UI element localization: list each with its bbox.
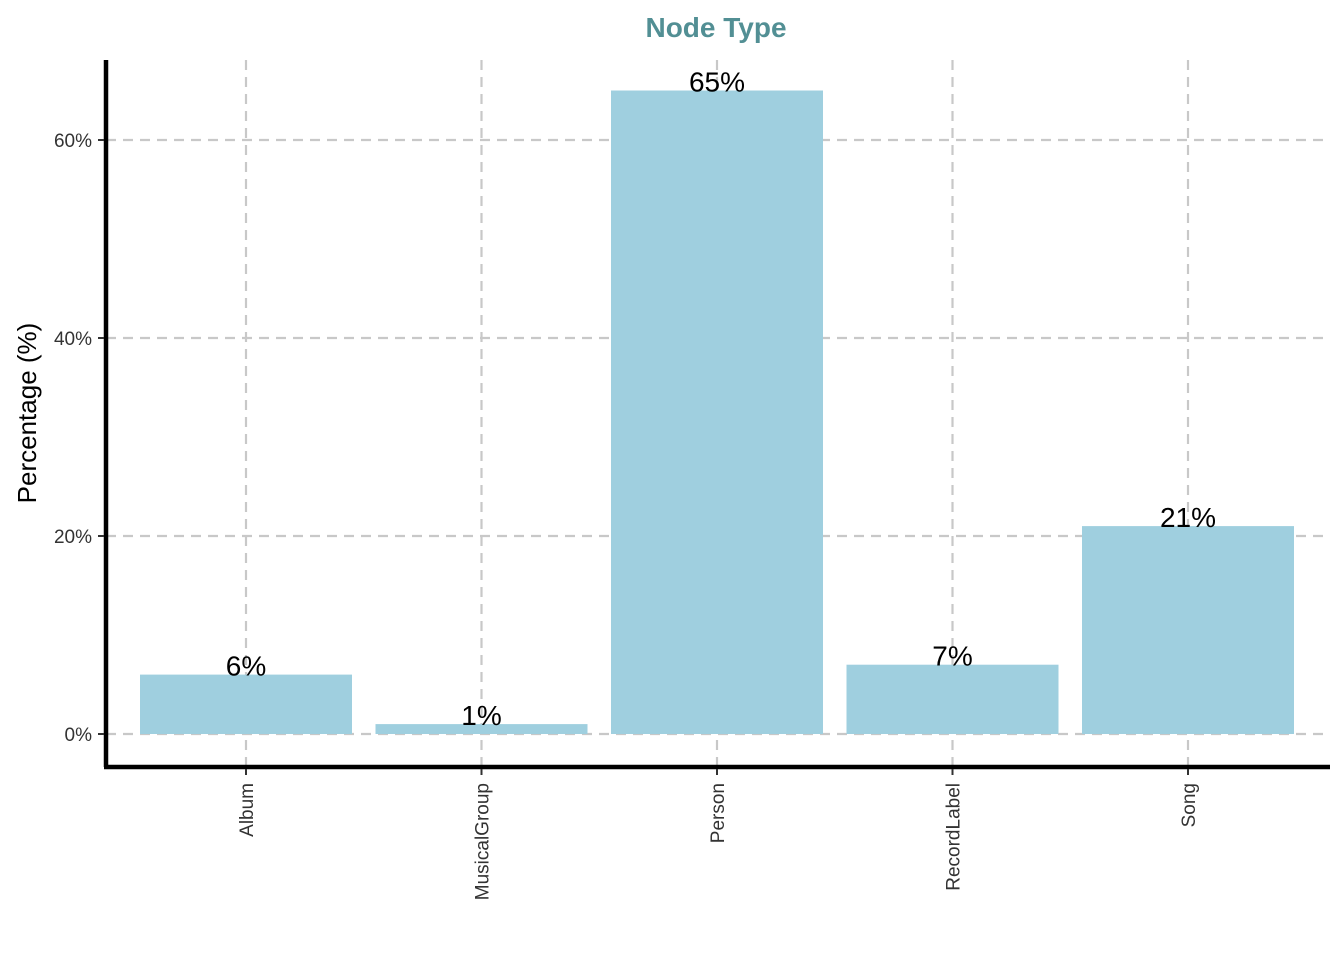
y-tick-label: 40% bbox=[54, 329, 92, 350]
data-label-album: 6% bbox=[226, 651, 266, 682]
bar-person bbox=[611, 90, 823, 734]
bar-album bbox=[140, 674, 352, 734]
bar-musicalgroup bbox=[375, 724, 588, 734]
y-axis-label: Percentage (%) bbox=[12, 323, 42, 504]
x-tick-label-musicalgroup: MusicalGroup bbox=[473, 783, 494, 900]
chart-title: Node Type bbox=[645, 12, 786, 43]
bar-recordlabel bbox=[846, 664, 1059, 734]
x-tick-label-recordlabel: RecordLabel bbox=[944, 783, 965, 891]
y-ticks: 0% 20% 40% 60% bbox=[54, 131, 104, 746]
y-tick-label: 60% bbox=[54, 131, 92, 152]
x-tick-label-song: Song bbox=[1179, 783, 1200, 827]
y-tick-label: 20% bbox=[54, 527, 92, 548]
axes bbox=[103, 60, 1330, 770]
x-tick-label-person: Person bbox=[708, 783, 729, 843]
x-ticks: Album MusicalGroup Person RecordLabel Song bbox=[237, 769, 1200, 900]
bar-song bbox=[1082, 526, 1294, 734]
y-tick-label: 0% bbox=[65, 725, 93, 746]
data-label-musicalgroup: 1% bbox=[461, 700, 501, 731]
data-label-song: 21% bbox=[1160, 502, 1216, 533]
data-label-person: 65% bbox=[689, 67, 745, 98]
data-labels: 6% 1% 65% 7% 21% bbox=[226, 67, 1216, 732]
bars bbox=[140, 90, 1294, 734]
data-label-recordlabel: 7% bbox=[932, 641, 972, 672]
x-tick-label-album: Album bbox=[237, 783, 258, 837]
